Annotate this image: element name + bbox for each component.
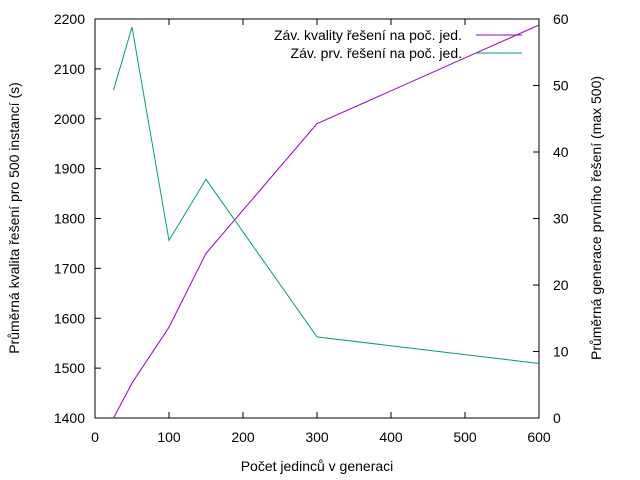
plot-frame <box>94 18 540 419</box>
y-axis-label: Průměrná kvalita řešení pro 500 instancí… <box>6 82 22 354</box>
y2-tick-label: 20 <box>553 277 569 293</box>
axis-ticks: 0 100 200 300 400 500 600140015001600170018001… <box>54 11 569 445</box>
x-tick-label: 0 <box>91 429 99 445</box>
series-lines <box>113 24 540 419</box>
x-tick-label: 100 <box>157 429 181 445</box>
y-tick-label: 2100 <box>54 61 85 77</box>
y-tick-label: 1600 <box>54 310 85 326</box>
y2-tick-label: 60 <box>553 11 569 27</box>
y-tick-label: 1400 <box>54 410 85 426</box>
x-tick-label: 300 <box>305 429 329 445</box>
y-tick-label: 1700 <box>54 260 85 276</box>
x-tick-label: 400 <box>379 429 403 445</box>
y2-axis-label: Průměrná generace prvního řešení (max 50… <box>588 76 604 360</box>
y-tick-label: 2200 <box>54 11 85 27</box>
y2-tick-label: 10 <box>553 344 569 360</box>
series-line-1 <box>113 24 540 419</box>
legend: Záv. kvality řešení na poč. jed. Záv. prv… <box>274 27 522 61</box>
legend-label-1: Záv. kvality řešení na poč. jed. <box>274 27 462 43</box>
x-axis-label: Počet jedinců v generaci <box>241 458 394 474</box>
y2-tick-label: 0 <box>553 410 561 426</box>
y-tick-label: 2000 <box>54 111 85 127</box>
y-tick-label: 1900 <box>54 161 85 177</box>
series-line-2 <box>113 26 540 364</box>
x-tick-label: 500 <box>453 429 477 445</box>
y-tick-label: 1800 <box>54 211 85 227</box>
x-tick-label: 200 <box>231 429 255 445</box>
legend-label-2: Záv. prv. řešení na poč. jed. <box>291 45 462 61</box>
y-tick-label: 1500 <box>54 360 85 376</box>
y2-tick-label: 40 <box>553 144 569 160</box>
x-tick-label: 600 <box>527 429 551 445</box>
y2-tick-label: 50 <box>553 78 569 94</box>
y2-tick-label: 30 <box>553 211 569 227</box>
